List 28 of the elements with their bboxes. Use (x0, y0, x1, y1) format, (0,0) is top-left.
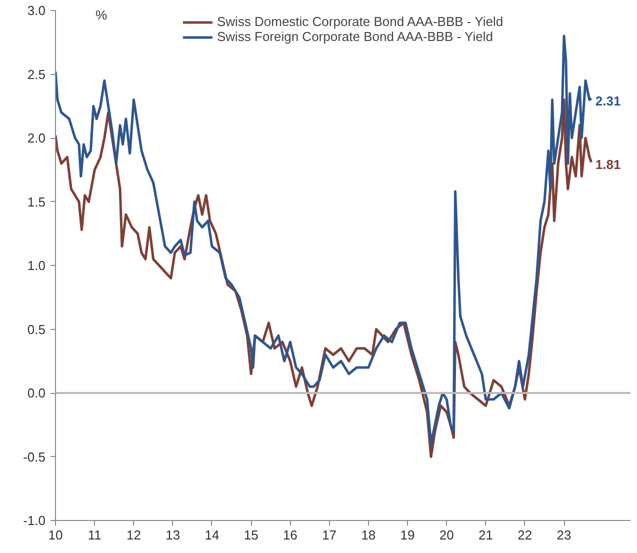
x-tick-label: 18 (361, 528, 376, 542)
y-axis-title: % (96, 8, 108, 22)
y-tick-label: 1.0 (27, 258, 46, 273)
annotation: 1.81 (595, 157, 621, 172)
x-tick-label: 19 (400, 528, 415, 542)
legend-label: Swiss Domestic Corporate Bond AAA-BBB - Yield (216, 14, 504, 29)
y-tick-label: 2.5 (27, 66, 46, 82)
x-tick-label: 22 (518, 528, 532, 542)
x-tick-label: 10 (48, 528, 63, 542)
x-tick-label: 21 (478, 528, 494, 542)
y-tick-label: 0.0 (27, 386, 46, 400)
y-tick-label: -1.0 (23, 513, 46, 528)
legend-label: Swiss Foreign Corporate Bond AAA-BBB - Yield (216, 29, 493, 44)
y-tick-label: 1.5 (27, 194, 46, 210)
y-tick-label: 2.0 (27, 130, 46, 146)
x-tick-label: 15 (244, 528, 258, 542)
x-tick-label: 23 (556, 528, 572, 542)
y-tick-label: 0.5 (27, 322, 46, 337)
y-tick-label: -0.5 (23, 449, 46, 464)
x-tick-label: 11 (88, 528, 102, 542)
x-tick-label: 20 (439, 528, 454, 542)
annotation: 2.31 (595, 93, 621, 108)
x-tick-label: 13 (166, 528, 180, 542)
x-tick-label: 14 (204, 528, 220, 542)
x-tick-label: 12 (126, 528, 141, 542)
x-tick-label: 16 (282, 528, 298, 542)
y-tick-label: 3.0 (27, 3, 46, 18)
x-tick-label: 17 (322, 528, 337, 542)
